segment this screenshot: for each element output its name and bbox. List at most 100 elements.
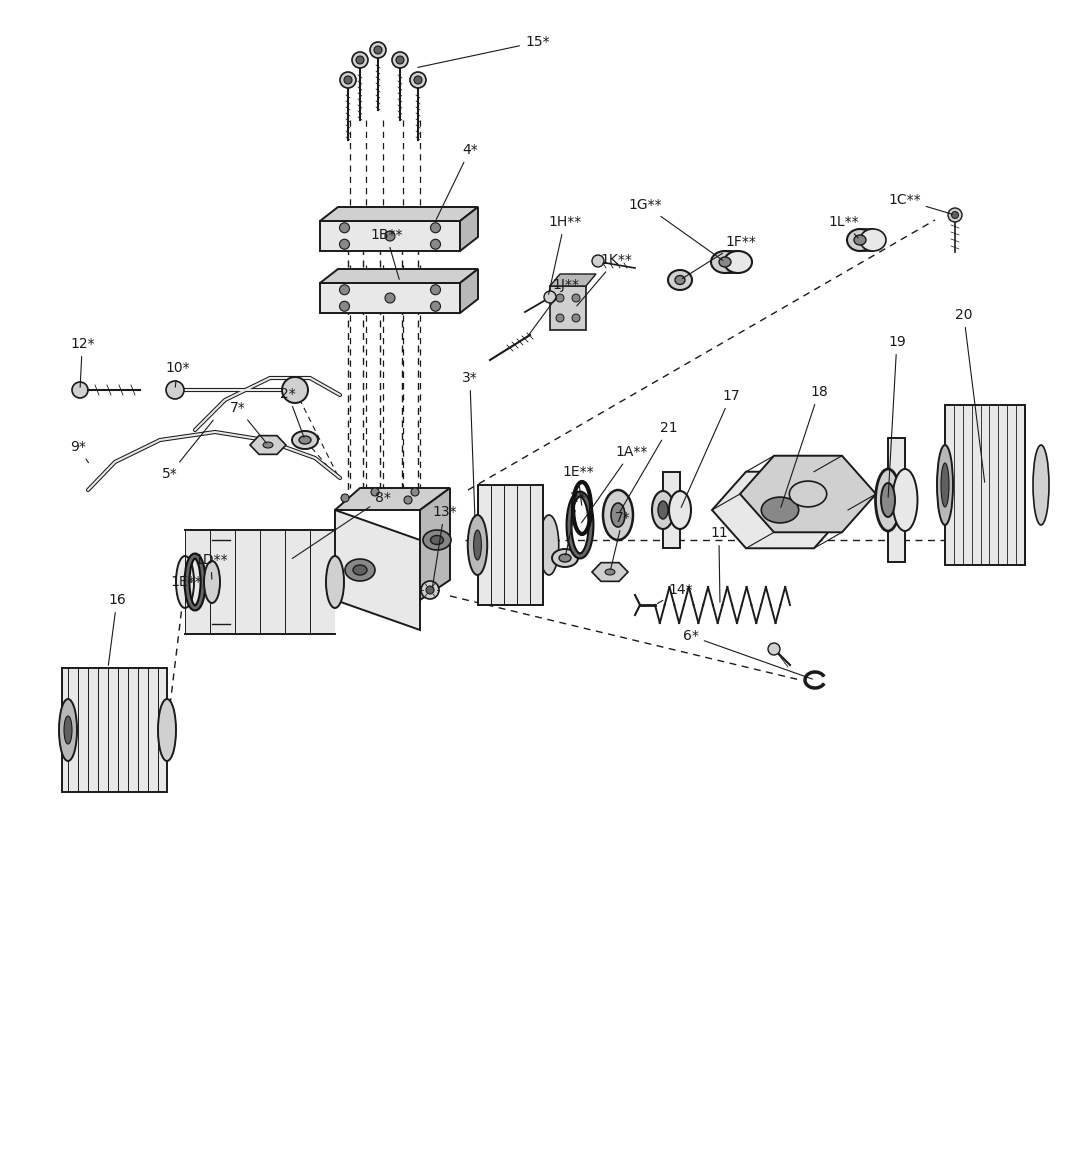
Text: 3*: 3* bbox=[462, 371, 477, 517]
Ellipse shape bbox=[761, 497, 798, 523]
Text: 1L**: 1L** bbox=[828, 215, 858, 238]
Text: 1A**: 1A** bbox=[582, 445, 647, 523]
Ellipse shape bbox=[423, 529, 450, 550]
Polygon shape bbox=[740, 456, 876, 532]
Circle shape bbox=[385, 231, 395, 241]
Text: 13*: 13* bbox=[432, 505, 457, 587]
Text: 1J**: 1J** bbox=[526, 279, 579, 337]
Circle shape bbox=[592, 256, 603, 267]
Circle shape bbox=[72, 382, 88, 398]
Text: 11: 11 bbox=[710, 526, 728, 602]
Ellipse shape bbox=[59, 699, 77, 761]
Ellipse shape bbox=[539, 514, 559, 576]
Bar bbox=[477, 485, 542, 605]
Text: 9*: 9* bbox=[70, 440, 89, 463]
Text: 20: 20 bbox=[956, 308, 984, 482]
Ellipse shape bbox=[710, 251, 739, 273]
Text: 1C**: 1C** bbox=[888, 193, 952, 214]
Circle shape bbox=[340, 73, 356, 87]
Polygon shape bbox=[335, 488, 450, 510]
Circle shape bbox=[396, 56, 404, 64]
Text: 12*: 12* bbox=[70, 337, 94, 387]
Ellipse shape bbox=[611, 503, 625, 527]
Circle shape bbox=[430, 302, 441, 311]
Polygon shape bbox=[712, 472, 849, 548]
Bar bbox=[725, 251, 738, 273]
Ellipse shape bbox=[652, 491, 674, 529]
Circle shape bbox=[426, 586, 434, 594]
Text: 1B**: 1B** bbox=[370, 228, 402, 280]
Polygon shape bbox=[320, 269, 478, 283]
Circle shape bbox=[166, 381, 184, 399]
Ellipse shape bbox=[326, 556, 343, 608]
Ellipse shape bbox=[790, 481, 827, 506]
Circle shape bbox=[339, 223, 350, 233]
Bar bbox=[888, 439, 905, 562]
Circle shape bbox=[430, 223, 441, 233]
Circle shape bbox=[544, 291, 556, 303]
Circle shape bbox=[951, 212, 959, 219]
Text: 16: 16 bbox=[108, 593, 126, 665]
Text: 1G**: 1G** bbox=[628, 198, 722, 260]
Text: 1H**: 1H** bbox=[548, 215, 581, 295]
Polygon shape bbox=[320, 207, 478, 221]
Polygon shape bbox=[320, 221, 460, 251]
Circle shape bbox=[356, 56, 364, 64]
Circle shape bbox=[339, 284, 350, 295]
Text: 7*: 7* bbox=[611, 511, 630, 570]
Text: 2*: 2* bbox=[566, 491, 585, 555]
Ellipse shape bbox=[299, 436, 311, 444]
Ellipse shape bbox=[605, 569, 615, 576]
Polygon shape bbox=[421, 488, 450, 600]
Polygon shape bbox=[335, 510, 421, 630]
Text: 6*: 6* bbox=[683, 628, 812, 679]
Circle shape bbox=[374, 46, 382, 54]
Text: 18: 18 bbox=[781, 384, 828, 508]
Circle shape bbox=[421, 581, 439, 599]
Ellipse shape bbox=[941, 463, 949, 506]
Text: 8*: 8* bbox=[292, 491, 391, 558]
Text: 1E**: 1E** bbox=[170, 576, 201, 589]
Ellipse shape bbox=[860, 229, 886, 251]
Ellipse shape bbox=[675, 275, 685, 284]
Circle shape bbox=[370, 41, 386, 58]
Bar bbox=[550, 285, 586, 330]
Ellipse shape bbox=[158, 699, 175, 761]
Ellipse shape bbox=[468, 514, 487, 576]
Bar bbox=[860, 229, 873, 251]
Ellipse shape bbox=[204, 561, 220, 603]
Circle shape bbox=[414, 76, 422, 84]
Ellipse shape bbox=[603, 490, 633, 540]
Ellipse shape bbox=[474, 529, 482, 561]
Ellipse shape bbox=[892, 468, 917, 531]
Circle shape bbox=[410, 73, 426, 87]
Circle shape bbox=[352, 52, 368, 68]
Polygon shape bbox=[592, 563, 628, 581]
Polygon shape bbox=[320, 283, 460, 313]
Ellipse shape bbox=[724, 251, 752, 273]
Text: 1K**: 1K** bbox=[577, 253, 632, 306]
Polygon shape bbox=[550, 274, 596, 285]
Ellipse shape bbox=[719, 257, 731, 267]
Ellipse shape bbox=[881, 483, 895, 517]
Circle shape bbox=[768, 643, 780, 655]
Bar bbox=[185, 529, 335, 634]
Text: 5*: 5* bbox=[162, 420, 213, 481]
Circle shape bbox=[371, 488, 379, 496]
Circle shape bbox=[556, 314, 564, 322]
Text: 17: 17 bbox=[682, 389, 739, 508]
Circle shape bbox=[430, 239, 441, 250]
Ellipse shape bbox=[658, 501, 668, 519]
Ellipse shape bbox=[937, 445, 953, 525]
Circle shape bbox=[341, 494, 349, 502]
Ellipse shape bbox=[854, 235, 866, 245]
Ellipse shape bbox=[669, 491, 691, 529]
Text: 15*: 15* bbox=[417, 35, 550, 68]
Ellipse shape bbox=[263, 442, 273, 448]
Text: 2*: 2* bbox=[280, 387, 304, 437]
Polygon shape bbox=[460, 269, 478, 313]
Circle shape bbox=[411, 488, 419, 496]
Text: 4*: 4* bbox=[437, 143, 477, 220]
Circle shape bbox=[572, 294, 580, 302]
Ellipse shape bbox=[430, 535, 443, 544]
